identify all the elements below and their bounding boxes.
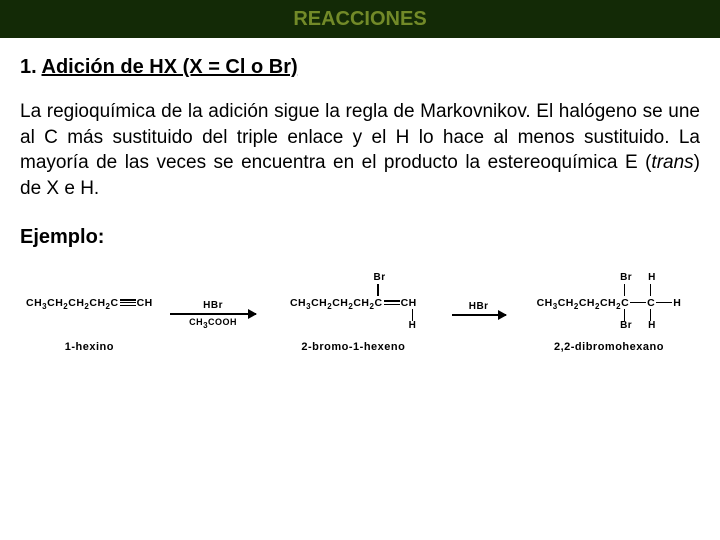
section-number: 1. bbox=[20, 56, 37, 78]
arrow-line-1 bbox=[170, 313, 256, 315]
section-title-text: Adición de HX (X = Cl o Br) bbox=[42, 56, 298, 78]
reagent-hbr-1: HBr bbox=[203, 300, 223, 311]
header-title: REACCIONES bbox=[293, 8, 426, 31]
reaction-scheme: CH3CH2CH2CH2CCH 1-hexino HBr CH3COOH CH3… bbox=[20, 277, 700, 353]
dibromohexane-caption: 2,2-dibromohexano bbox=[554, 341, 664, 353]
br-atom-c2b: Br bbox=[620, 320, 632, 331]
reagent-hbr-2: HBr bbox=[469, 301, 489, 312]
h-atom-c1b: H bbox=[648, 320, 656, 331]
vinylbromide-caption: 2-bromo-1-hexeno bbox=[301, 341, 405, 353]
br-atom-top: Br bbox=[373, 272, 385, 283]
slide-header: REACCIONES bbox=[0, 0, 720, 38]
reaction-arrow-2: HBr x bbox=[449, 288, 509, 342]
h-atom-c1a: H bbox=[648, 272, 656, 283]
arrow-line-2 bbox=[452, 314, 506, 316]
product-dibromohexane: CH3CH2CH2CH2CBrBrCHHH 2,2-dibromohexano bbox=[524, 277, 694, 353]
hexyne-structure: CH3CH2CH2CH2CCH bbox=[26, 277, 153, 331]
br-atom-c2a: Br bbox=[620, 272, 632, 283]
vinylbromide-structure: CH3CH2CH2CH2CBrCHH bbox=[290, 277, 417, 331]
slide-content: 1. Adición de HX (X = Cl o Br) La regioq… bbox=[0, 38, 720, 353]
intermediate-vinylbromide: CH3CH2CH2CH2CBrCHH 2-bromo-1-hexeno bbox=[273, 277, 433, 353]
section-heading: 1. Adición de HX (X = Cl o Br) bbox=[20, 56, 700, 79]
example-label: Ejemplo: bbox=[20, 226, 700, 249]
body-paragraph: La regioquímica de la adición sigue la r… bbox=[20, 99, 700, 202]
reaction-arrow-1: HBr CH3COOH bbox=[168, 288, 258, 342]
dibromohexane-structure: CH3CH2CH2CH2CBrBrCHHH bbox=[537, 277, 682, 331]
reactant-hexyne: CH3CH2CH2CH2CCH 1-hexino bbox=[26, 277, 153, 353]
h-atom-bottom: H bbox=[409, 320, 417, 331]
solvent-acetic: CH3COOH bbox=[189, 317, 237, 330]
hexyne-caption: 1-hexino bbox=[65, 341, 114, 353]
